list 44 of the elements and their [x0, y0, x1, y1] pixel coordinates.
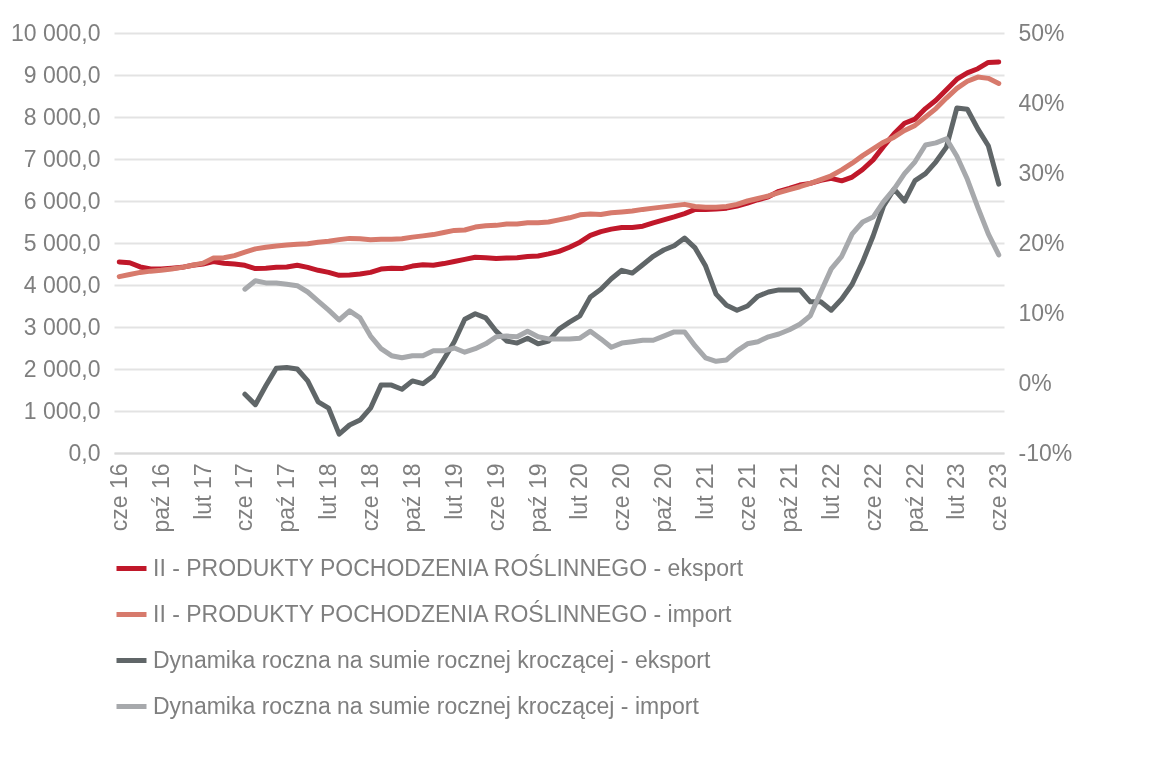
- y-tick-label: 0,0: [68, 439, 101, 466]
- x-tick-label: cze 18: [357, 463, 384, 532]
- x-tick-label: cze 23: [985, 463, 1012, 532]
- y2-tick-label: 40%: [1018, 89, 1065, 116]
- x-tick-label: cze 21: [733, 463, 760, 532]
- y2-tick-label: -10%: [1018, 439, 1073, 466]
- y-tick-label: 5 000,0: [23, 229, 101, 256]
- x-tick-label: lut 17: [189, 463, 216, 520]
- legend-label: Dynamika roczna na sumie rocznej kroczącej - eksport: [153, 646, 711, 673]
- legend-label: Dynamika roczna na sumie rocznej kroczącej - import: [153, 692, 700, 719]
- x-tick-label: cze 22: [859, 463, 886, 532]
- y-tick-label: 7 000,0: [23, 145, 101, 172]
- x-tick-label: paź 17: [273, 463, 300, 533]
- y-tick-label: 2 000,0: [23, 355, 101, 382]
- x-tick-label: paź 22: [901, 463, 928, 533]
- y2-tick-label: 0%: [1018, 369, 1052, 396]
- y2-tick-label: 10%: [1018, 299, 1065, 326]
- x-tick-label: paź 19: [524, 463, 551, 533]
- y-tick-label: 4 000,0: [23, 271, 101, 298]
- legend-label: II - PRODUKTY POCHODZENIA ROŚLINNEGO - eksport: [153, 553, 744, 581]
- y-tick-label: 10 000,0: [10, 19, 101, 46]
- x-tick-label: paź 16: [147, 463, 174, 533]
- x-tick-label: cze 20: [608, 463, 635, 532]
- x-tick-label: lut 21: [692, 463, 719, 520]
- x-tick-label: cze 17: [231, 463, 258, 532]
- x-tick-label: paź 21: [775, 463, 802, 533]
- x-tick-label: cze 16: [105, 463, 132, 532]
- x-tick-label: paź 18: [398, 463, 425, 533]
- y-tick-label: 6 000,0: [23, 187, 101, 214]
- y2-tick-label: 20%: [1018, 229, 1065, 256]
- x-tick-label: lut 19: [440, 463, 467, 520]
- x-tick-label: cze 19: [482, 463, 509, 532]
- x-tick-label: lut 23: [943, 463, 970, 520]
- legend-label: II - PRODUKTY POCHODZENIA ROŚLINNEGO - import: [153, 599, 733, 627]
- y2-tick-label: 50%: [1018, 19, 1065, 46]
- y2-tick-label: 30%: [1018, 159, 1065, 186]
- x-tick-label: lut 20: [566, 463, 593, 520]
- y-tick-label: 1 000,0: [23, 397, 101, 424]
- x-tick-label: paź 20: [650, 463, 677, 533]
- x-tick-label: lut 18: [315, 463, 342, 520]
- y-tick-label: 3 000,0: [23, 313, 101, 340]
- x-tick-label: lut 22: [817, 463, 844, 520]
- y-tick-label: 9 000,0: [23, 61, 101, 88]
- y-tick-label: 8 000,0: [23, 103, 101, 130]
